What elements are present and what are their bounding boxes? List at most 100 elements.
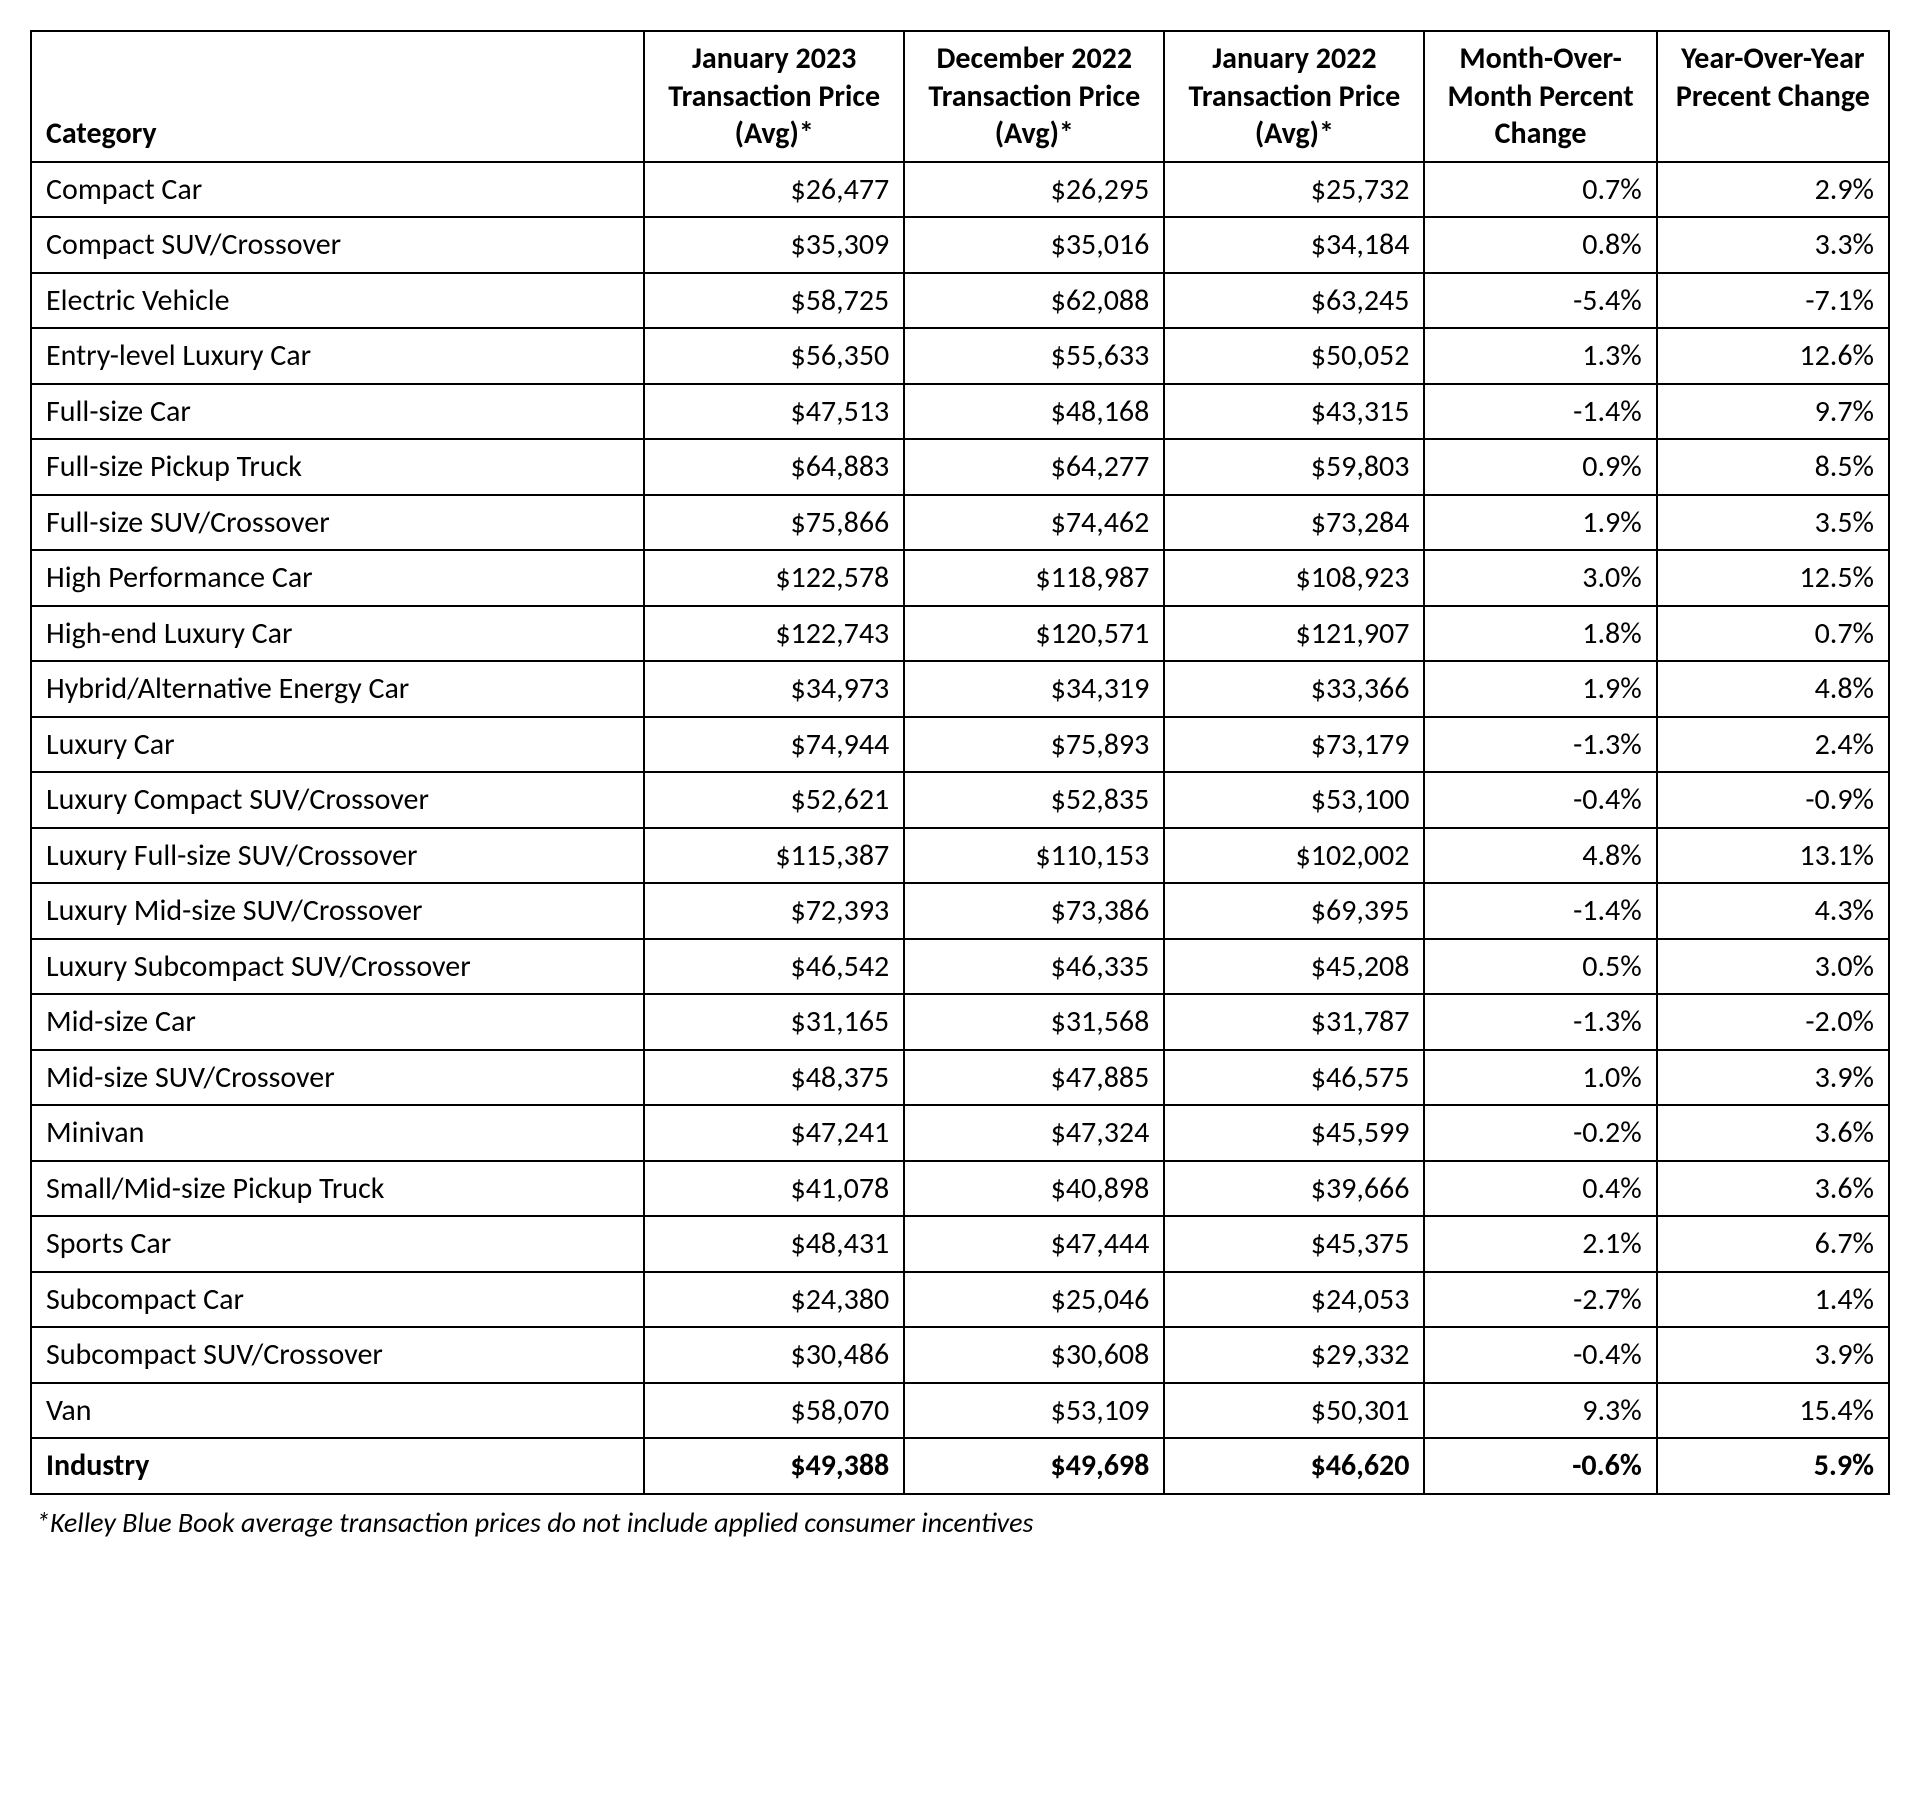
cell-category: Electric Vehicle	[31, 273, 644, 329]
cell-value: 6.7%	[1657, 1216, 1889, 1272]
cell-value: $50,052	[1164, 328, 1424, 384]
cell-value: 1.8%	[1424, 606, 1656, 662]
table-row: Subcompact Car$24,380$25,046$24,053-2.7%…	[31, 1272, 1889, 1328]
cell-value: $30,486	[644, 1327, 904, 1383]
cell-value: $110,153	[904, 828, 1164, 884]
cell-value: $46,335	[904, 939, 1164, 995]
cell-value: $47,513	[644, 384, 904, 440]
cell-value: $34,973	[644, 661, 904, 717]
cell-value: 1.4%	[1657, 1272, 1889, 1328]
cell-value: -0.4%	[1424, 772, 1656, 828]
cell-value: $41,078	[644, 1161, 904, 1217]
cell-value: 1.9%	[1424, 495, 1656, 551]
cell-value: $26,295	[904, 162, 1164, 218]
cell-value: $74,462	[904, 495, 1164, 551]
cell-value: 4.3%	[1657, 883, 1889, 939]
table-row: Hybrid/Alternative Energy Car$34,973$34,…	[31, 661, 1889, 717]
cell-value: 3.5%	[1657, 495, 1889, 551]
cell-category: Mid-size SUV/Crossover	[31, 1050, 644, 1106]
cell-value: $47,241	[644, 1105, 904, 1161]
cell-value: -2.7%	[1424, 1272, 1656, 1328]
cell-value: $31,787	[1164, 994, 1424, 1050]
col-header-mom: Month-Over-Month Percent Change	[1424, 31, 1656, 162]
table-row: Full-size Car$47,513$48,168$43,315-1.4%9…	[31, 384, 1889, 440]
cell-value: -1.3%	[1424, 994, 1656, 1050]
cell-value: 12.5%	[1657, 550, 1889, 606]
cell-value: 3.9%	[1657, 1327, 1889, 1383]
cell-value: 2.1%	[1424, 1216, 1656, 1272]
cell-value: $59,803	[1164, 439, 1424, 495]
cell-value: $53,109	[904, 1383, 1164, 1439]
cell-value: 0.7%	[1424, 162, 1656, 218]
cell-value: 1.3%	[1424, 328, 1656, 384]
cell-value: 1.0%	[1424, 1050, 1656, 1106]
cell-value: $24,380	[644, 1272, 904, 1328]
table-row: Luxury Compact SUV/Crossover$52,621$52,8…	[31, 772, 1889, 828]
cell-category: Entry-level Luxury Car	[31, 328, 644, 384]
cell-category: Luxury Compact SUV/Crossover	[31, 772, 644, 828]
cell-value: 12.6%	[1657, 328, 1889, 384]
cell-value: 5.9%	[1657, 1438, 1889, 1494]
col-header-category: Category	[31, 31, 644, 162]
cell-value: 15.4%	[1657, 1383, 1889, 1439]
cell-category: High Performance Car	[31, 550, 644, 606]
table-row: Full-size SUV/Crossover$75,866$74,462$73…	[31, 495, 1889, 551]
table-row: Electric Vehicle$58,725$62,088$63,245-5.…	[31, 273, 1889, 329]
cell-value: $31,165	[644, 994, 904, 1050]
cell-value: 0.9%	[1424, 439, 1656, 495]
cell-value: 2.4%	[1657, 717, 1889, 773]
cell-value: $75,866	[644, 495, 904, 551]
cell-category: Small/Mid-size Pickup Truck	[31, 1161, 644, 1217]
cell-value: 3.9%	[1657, 1050, 1889, 1106]
cell-value: $45,599	[1164, 1105, 1424, 1161]
cell-value: 8.5%	[1657, 439, 1889, 495]
cell-value: $49,698	[904, 1438, 1164, 1494]
cell-category: Mid-size Car	[31, 994, 644, 1050]
cell-category: Subcompact Car	[31, 1272, 644, 1328]
cell-value: $55,633	[904, 328, 1164, 384]
cell-value: $75,893	[904, 717, 1164, 773]
cell-category: Luxury Subcompact SUV/Crossover	[31, 939, 644, 995]
table-row: Luxury Subcompact SUV/Crossover$46,542$4…	[31, 939, 1889, 995]
cell-value: 3.0%	[1657, 939, 1889, 995]
cell-value: $56,350	[644, 328, 904, 384]
cell-value: -0.9%	[1657, 772, 1889, 828]
cell-value: $45,375	[1164, 1216, 1424, 1272]
table-row: High-end Luxury Car$122,743$120,571$121,…	[31, 606, 1889, 662]
cell-value: -0.4%	[1424, 1327, 1656, 1383]
cell-value: 3.6%	[1657, 1105, 1889, 1161]
cell-category: Compact SUV/Crossover	[31, 217, 644, 273]
cell-value: $26,477	[644, 162, 904, 218]
cell-value: $34,319	[904, 661, 1164, 717]
cell-value: $121,907	[1164, 606, 1424, 662]
cell-value: -0.6%	[1424, 1438, 1656, 1494]
col-header-yoy: Year-Over-Year Precent Change	[1657, 31, 1889, 162]
cell-value: $122,578	[644, 550, 904, 606]
cell-value: $48,168	[904, 384, 1164, 440]
cell-value: $69,395	[1164, 883, 1424, 939]
cell-value: -1.4%	[1424, 384, 1656, 440]
table-row: Subcompact SUV/Crossover$30,486$30,608$2…	[31, 1327, 1889, 1383]
cell-value: 9.7%	[1657, 384, 1889, 440]
cell-value: $47,324	[904, 1105, 1164, 1161]
cell-value: 3.3%	[1657, 217, 1889, 273]
cell-value: 4.8%	[1657, 661, 1889, 717]
cell-value: 0.8%	[1424, 217, 1656, 273]
table-row: High Performance Car$122,578$118,987$108…	[31, 550, 1889, 606]
cell-category: Minivan	[31, 1105, 644, 1161]
table-row: Compact Car$26,477$26,295$25,7320.7%2.9%	[31, 162, 1889, 218]
cell-value: 0.4%	[1424, 1161, 1656, 1217]
cell-value: $35,309	[644, 217, 904, 273]
cell-value: $45,208	[1164, 939, 1424, 995]
cell-value: $122,743	[644, 606, 904, 662]
table-row: Entry-level Luxury Car$56,350$55,633$50,…	[31, 328, 1889, 384]
cell-value: 4.8%	[1424, 828, 1656, 884]
cell-value: -2.0%	[1657, 994, 1889, 1050]
cell-value: $64,277	[904, 439, 1164, 495]
table-row: Minivan$47,241$47,324$45,599-0.2%3.6%	[31, 1105, 1889, 1161]
cell-category: Industry	[31, 1438, 644, 1494]
cell-value: $62,088	[904, 273, 1164, 329]
cell-value: 3.0%	[1424, 550, 1656, 606]
cell-value: -7.1%	[1657, 273, 1889, 329]
col-header-jan-2022: January 2022 Transaction Price (Avg)*	[1164, 31, 1424, 162]
